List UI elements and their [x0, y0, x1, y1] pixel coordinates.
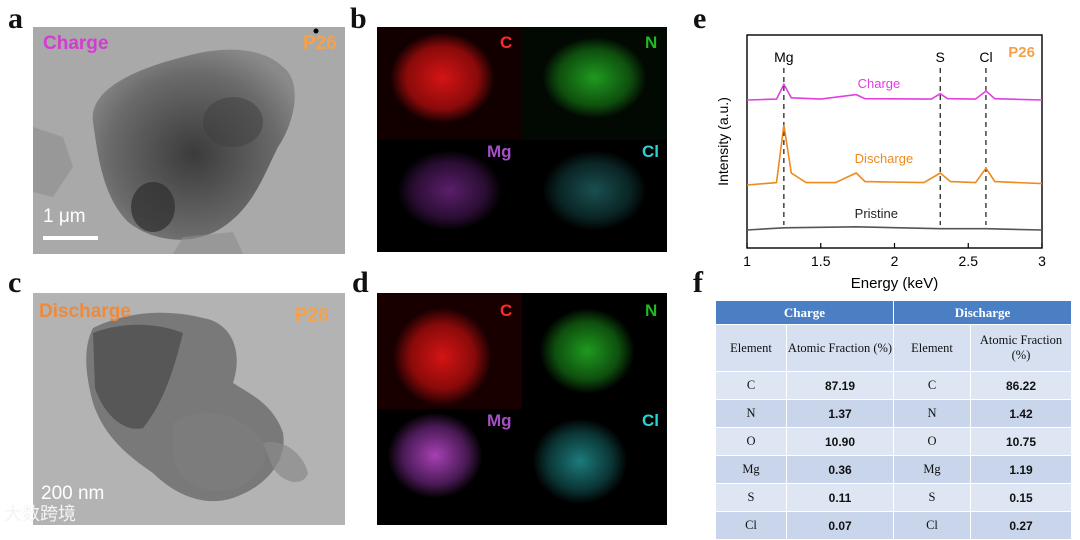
- element-cell: O: [893, 427, 971, 456]
- peak-marker-label: S: [936, 49, 945, 65]
- series-line-discharge: [746, 124, 1043, 186]
- element-cell: S: [715, 483, 787, 512]
- eds-label-Cl: Cl: [642, 142, 659, 161]
- element-cell: S: [893, 483, 971, 512]
- atomic-fraction-cell: 0.11: [786, 483, 894, 512]
- eds-label-N-d: N: [645, 301, 658, 320]
- element-cell: C: [715, 371, 787, 400]
- panel-label-b: b: [350, 2, 367, 35]
- table-group-discharge: Discharge: [893, 300, 1072, 325]
- y-axis-label: Intensity (a.u.): [715, 97, 731, 186]
- eds-label-Mg: Mg: [487, 142, 512, 161]
- eds-map-Cl: [522, 139, 667, 252]
- atomic-fraction-cell: 1.19: [970, 455, 1072, 484]
- atomic-fraction-cell: 10.75: [970, 427, 1072, 456]
- atomic-fraction-cell: 1.37: [786, 399, 894, 428]
- eds-maps-discharge: C N Mg Cl: [377, 293, 667, 525]
- chart-title: P26: [1008, 44, 1035, 61]
- series-label-discharge: Discharge: [855, 151, 914, 166]
- table-row: Cl 0.07 Cl 0.27: [715, 511, 1072, 540]
- eds-label-Cl-d: Cl: [642, 411, 659, 430]
- eds-map-N: [522, 27, 667, 140]
- series-label-charge: Charge: [858, 76, 901, 91]
- table-row: O 10.90 O 10.75: [715, 427, 1072, 456]
- x-tick-label: 1.5: [811, 253, 831, 269]
- atomic-fraction-cell: 0.15: [970, 483, 1072, 512]
- table-subheader-row: Element Atomic Fraction (%) Element Atom…: [715, 324, 1072, 372]
- series-line-charge: [746, 82, 1043, 101]
- eds-label-C: C: [500, 33, 513, 52]
- table-row: Mg 0.36 Mg 1.19: [715, 455, 1072, 484]
- atomic-fraction-table: Charge Discharge Element Atomic Fraction…: [715, 300, 1072, 540]
- series-label-pristine: Pristine: [855, 206, 898, 221]
- element-cell: N: [715, 399, 787, 428]
- panel-label-d: d: [352, 266, 369, 299]
- sample-label-a: P26: [303, 33, 337, 54]
- element-cell: Mg: [893, 455, 971, 484]
- atomic-fraction-cell: 10.90: [786, 427, 894, 456]
- table-subheader: Element: [893, 324, 971, 372]
- eds-map-Cl-discharge: [522, 409, 667, 525]
- watermark: 大数跨境: [4, 504, 76, 525]
- panel-label-a: a: [8, 2, 23, 35]
- table-subheader: Atomic Fraction (%): [970, 324, 1072, 372]
- panel-label-c: c: [8, 266, 22, 299]
- scale-bar-label-c: 200 nm: [41, 483, 105, 504]
- series-line-pristine: [746, 225, 1043, 231]
- eds-map-N-discharge: [522, 293, 667, 409]
- atomic-fraction-cell: 0.07: [786, 511, 894, 540]
- eds-spectra-chart: 1 1.5 2 2.5 3 Energy (keV) Intensity (a.u.) P26…: [715, 34, 1046, 292]
- tem-image-charge: Charge P26 1 μm: [33, 27, 345, 254]
- eds-map-C-discharge: [377, 293, 522, 409]
- element-cell: O: [715, 427, 787, 456]
- x-tick-label: 1: [743, 253, 751, 269]
- eds-maps-charge: C N Mg Cl: [377, 27, 667, 252]
- eds-map-Mg: [377, 139, 522, 252]
- element-cell: N: [893, 399, 971, 428]
- panel-label-e: e: [693, 2, 707, 35]
- tem-image-discharge: Discharge P26 200 nm: [33, 293, 345, 525]
- atomic-fraction-cell: 0.36: [786, 455, 894, 484]
- eds-label-N: N: [645, 33, 658, 52]
- table-row: N 1.37 N 1.42: [715, 399, 1072, 428]
- x-tick-label: 2.5: [959, 253, 979, 269]
- peak-marker-label: Cl: [979, 49, 992, 65]
- eds-label-C-d: C: [500, 301, 513, 320]
- atomic-fraction-cell: 86.22: [970, 371, 1072, 400]
- element-cell: Cl: [893, 511, 971, 540]
- element-cell: C: [893, 371, 971, 400]
- atomic-fraction-cell: 87.19: [786, 371, 894, 400]
- table-subheader: Element: [715, 324, 787, 372]
- table-row: S 0.11 S 0.15: [715, 483, 1072, 512]
- panel-label-f: f: [693, 266, 703, 299]
- x-tick-label: 3: [1038, 253, 1046, 269]
- scale-bar-label-a: 1 μm: [43, 206, 86, 227]
- table-subheader: Atomic Fraction (%): [786, 324, 894, 372]
- element-cell: Mg: [715, 455, 787, 484]
- eds-label-Mg-d: Mg: [487, 411, 512, 430]
- atomic-fraction-cell: 1.42: [970, 399, 1072, 428]
- sample-label-c: P26: [295, 305, 329, 326]
- peak-marker-label: Mg: [774, 49, 793, 65]
- condition-label-charge: Charge: [43, 33, 109, 54]
- eds-map-Mg-discharge: [377, 409, 522, 525]
- element-cell: Cl: [715, 511, 787, 540]
- table-group-header-row: Charge Discharge: [715, 300, 1072, 325]
- table-group-charge: Charge: [715, 300, 894, 325]
- eds-map-C: [377, 27, 522, 140]
- condition-label-discharge: Discharge: [39, 301, 131, 322]
- x-axis-label: Energy (keV): [851, 275, 939, 292]
- table-row: C 87.19 C 86.22: [715, 371, 1072, 400]
- tem-particle-discharge: [86, 312, 308, 502]
- x-tick-label: 2: [891, 253, 899, 269]
- atomic-fraction-cell: 0.27: [970, 511, 1072, 540]
- tem-particle-charge: [33, 28, 319, 254]
- scale-bar-a: [43, 236, 98, 240]
